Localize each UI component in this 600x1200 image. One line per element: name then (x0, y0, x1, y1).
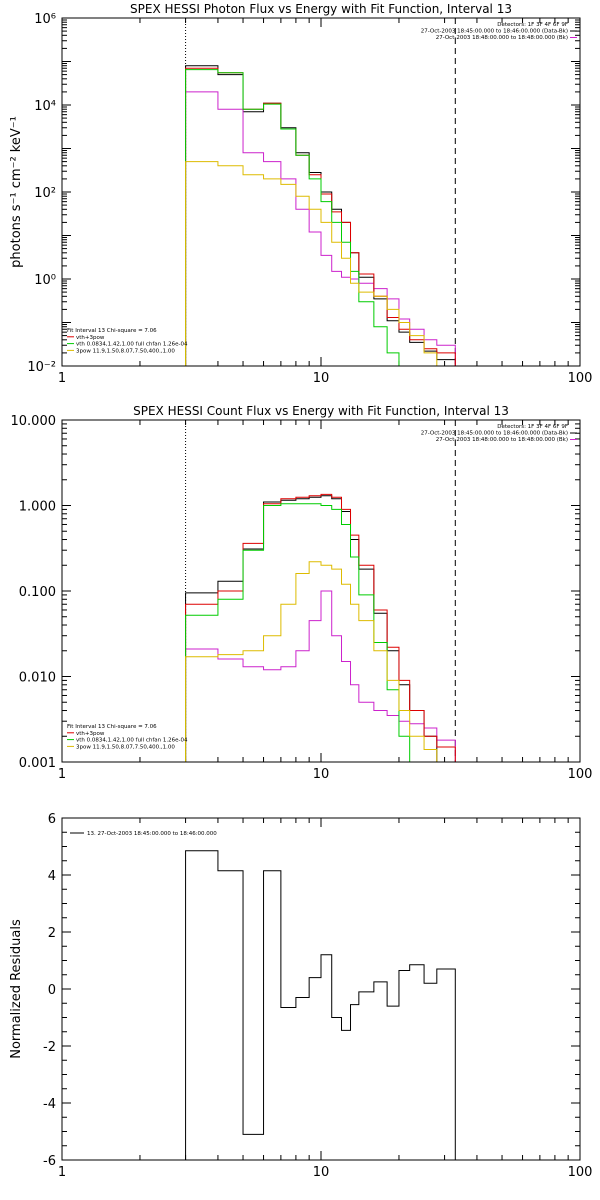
legend-entry: vth+3pow (76, 335, 105, 341)
series-line-3pow (185, 161, 456, 366)
series-line-vth-3pow (185, 493, 456, 762)
legend-entry: Fit Interval 13 Chi-square = 7.06 (67, 724, 157, 730)
header-line: 27-Oct-2003 18:45:00.000 to 18:46:00.000… (421, 431, 568, 437)
y-tick-label: 0.010 (19, 671, 56, 686)
series-line-vth (185, 69, 456, 366)
y-tick-label: 4 (48, 869, 56, 884)
x-tick-label: 1 (58, 371, 66, 386)
x-axis-ticks (61, 18, 569, 366)
y-tick-label: 10⁴ (34, 99, 56, 114)
series-line-residuals (185, 850, 456, 1160)
legend-entry: vth+3pow (76, 731, 105, 737)
legend-entry: Fit Interval 13 Chi-square = 7.06 (67, 328, 157, 334)
legend-entry: 3pow 11.9,1.50,8.07,7.50,400.,1.00 (76, 348, 175, 354)
y-tick-label: -2 (43, 1040, 56, 1055)
x-tick-label: 1 (58, 767, 66, 782)
y-tick-label: 1.000 (19, 500, 56, 515)
plot-frame (61, 17, 581, 367)
y-tick-label: 10.000 (11, 414, 57, 429)
series-line-vth-3pow (185, 67, 456, 366)
y-axis-label: Normalized Residuals (9, 919, 24, 1059)
header-line: 27-Oct-2003 18:48:00.000 to 18:48:00.000… (436, 35, 568, 41)
series-group (185, 65, 456, 366)
plot-panel-2: SPEX HESSI Count Flux vs Energy with Fit… (11, 404, 593, 782)
header-line: Detectors: 1F 3F 4F 6F 9F (497, 22, 568, 28)
header-line: 27-Oct-2003 18:48:00.000 to 18:48:00.000… (436, 437, 568, 443)
x-tick-label: 10 (313, 767, 330, 782)
y-tick-label: 0 (48, 983, 56, 998)
legend-entry: vth 0.0834,1.42,1.00 full chfan 1.26e-04 (76, 342, 188, 348)
series-line-vth (185, 503, 456, 762)
y-axis-ticks (62, 817, 580, 1161)
y-tick-label: 10² (34, 186, 56, 201)
x-tick-label: 1 (58, 1165, 66, 1180)
header-line: Detectors: 1F 3F 4F 6F 9F (497, 424, 568, 430)
y-tick-label: 10⁶ (34, 12, 56, 27)
series-group (185, 493, 456, 762)
y-tick-label: 10⁻² (27, 360, 56, 375)
y-tick-label: 2 (48, 926, 56, 941)
plot-panel-1: SPEX HESSI Photon Flux vs Energy with Fi… (9, 2, 592, 386)
series-group (185, 850, 456, 1160)
x-tick-label: 10 (313, 371, 330, 386)
x-axis-ticks (61, 818, 569, 1160)
legend-entry: 3pow 11.9,1.50,8.07,7.50,400.,1.00 (76, 744, 175, 750)
header-line: 27-Oct-2003 18:45:00.000 to 18:46:00.000… (421, 29, 568, 35)
legend-entry: 13. 27-Oct-2003 18:45:00.000 to 18:46:00… (87, 831, 217, 837)
plot-panel-3: 1 10 100 -6 -4 -2 0 2 4 6 Normalized Residuals 13. … (9, 812, 592, 1180)
y-tick-label: -4 (43, 1097, 56, 1112)
plot-frame (61, 817, 581, 1161)
x-tick-label: 100 (568, 371, 593, 386)
x-tick-label: 10 (313, 1165, 330, 1180)
plot-frame (61, 419, 581, 763)
x-tick-label: 100 (568, 1165, 593, 1180)
series-line-bk (185, 590, 456, 762)
y-tick-label: 0.100 (19, 585, 56, 600)
y-axis-label: photons s⁻¹ cm⁻² keV⁻¹ (9, 116, 24, 268)
y-tick-label: 6 (48, 812, 56, 827)
series-line-3pow (185, 561, 456, 762)
x-tick-label: 100 (568, 767, 593, 782)
legend-entry: vth 0.0834,1.42,1.00 full chfan 1.26e-04 (76, 738, 188, 744)
y-tick-label: -6 (43, 1154, 56, 1169)
series-line-data-bk (185, 65, 456, 366)
y-tick-label: 10⁰ (34, 273, 56, 288)
chart-title: SPEX HESSI Count Flux vs Energy with Fit… (133, 404, 509, 418)
chart-title: SPEX HESSI Photon Flux vs Energy with Fi… (130, 2, 512, 16)
series-line-data-bk (185, 495, 456, 762)
x-axis-ticks (61, 420, 569, 762)
y-tick-label: 0.001 (19, 756, 56, 771)
